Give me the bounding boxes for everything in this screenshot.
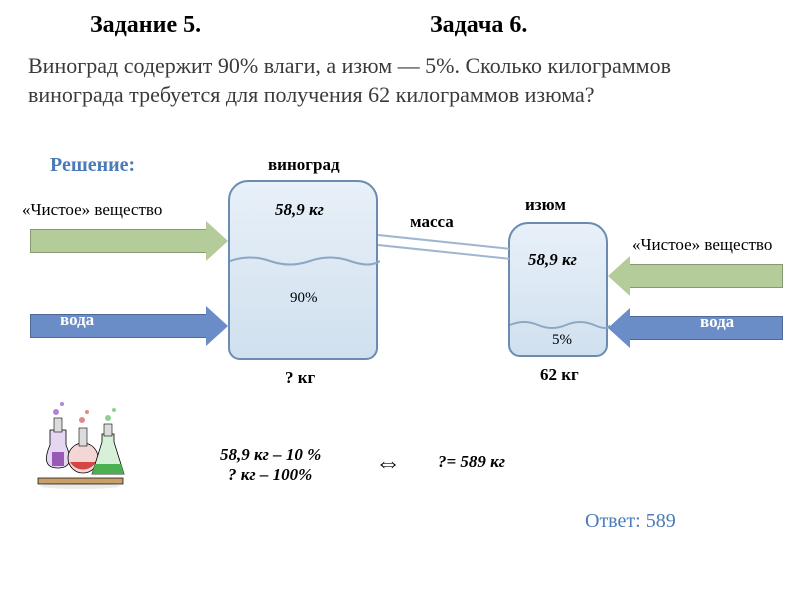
- raisin-total: 62 кг: [540, 365, 579, 385]
- water-left-label: вода: [60, 310, 94, 330]
- grape-label: виноград: [268, 155, 340, 175]
- grape-water-pct: 90%: [290, 290, 318, 307]
- title-right: Задача 6.: [430, 12, 527, 39]
- title-left: Задание 5.: [90, 12, 201, 39]
- solution-label: Решение:: [50, 154, 135, 177]
- water-right-arrow: [608, 308, 783, 348]
- beaker-icon: [28, 390, 133, 490]
- calc-result: ?= 589 кг: [438, 452, 505, 472]
- answer-prefix: Ответ:: [585, 510, 641, 532]
- pure-substance-right-label: «Чистое» вещество: [632, 235, 772, 255]
- equiv-arrow: ⇔: [375, 448, 401, 478]
- calc-line1: 58,9 кг – 10 %: [220, 445, 321, 465]
- pure-substance-left-arrow: [30, 221, 228, 261]
- problem-text: Виноград содержит 90% влаги, а изюм — 5%…: [28, 52, 768, 109]
- raisin-water-pct: 5%: [552, 332, 572, 349]
- answer-label: Ответ: 589: [585, 510, 676, 533]
- grape-total: ? кг: [285, 368, 315, 388]
- pure-substance-right-arrow: [608, 256, 783, 296]
- answer-value: 589: [646, 510, 676, 532]
- mass-label: масса: [410, 212, 454, 232]
- calc-line2: ? кг – 100%: [228, 465, 312, 485]
- raisin-dry-mass: 58,9 кг: [528, 250, 577, 270]
- grape-waterline: [230, 254, 380, 268]
- grape-dry-mass: 58,9 кг: [275, 200, 324, 220]
- pure-substance-left-label: «Чистое» вещество: [22, 200, 162, 220]
- water-right-label: вода: [700, 312, 734, 332]
- raisin-waterline: [510, 319, 610, 331]
- raisin-label: изюм: [525, 195, 566, 215]
